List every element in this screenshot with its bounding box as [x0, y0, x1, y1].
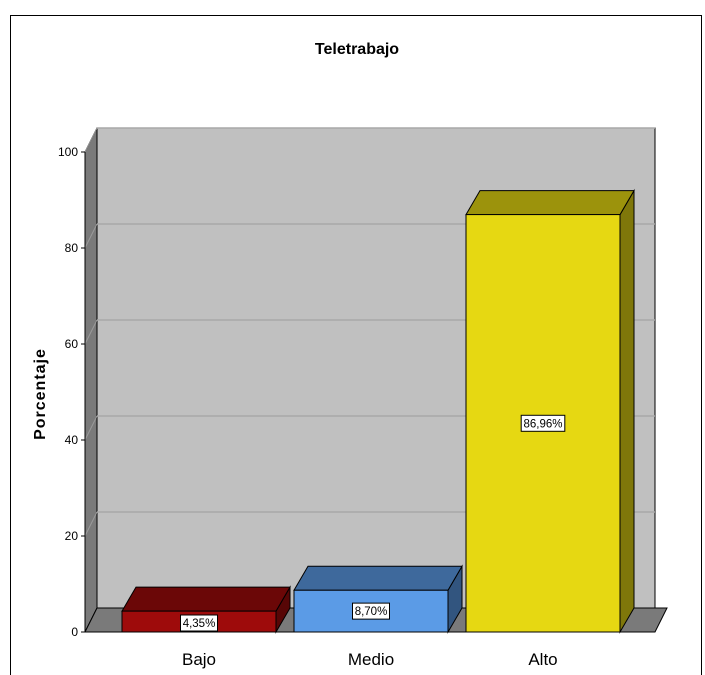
y-tick-label: 100 — [58, 145, 78, 159]
gridline-side — [84, 127, 98, 153]
gridline-side — [84, 511, 98, 537]
category-label-medio: Medio — [348, 650, 394, 669]
y-tick-label: 80 — [65, 241, 79, 255]
x-axis-categories: Bajo Medio Alto — [182, 650, 558, 669]
bar-medio: 8,70% — [293, 564, 463, 634]
data-label-box — [180, 614, 218, 632]
gridline-side — [84, 415, 98, 441]
category-label-bajo: Bajo — [182, 650, 216, 669]
gridline-side — [84, 223, 98, 249]
bar-top — [293, 565, 463, 591]
y-tick-label: 40 — [65, 433, 79, 447]
bar-alto: 86,96% — [465, 188, 635, 634]
data-label-box — [520, 414, 566, 432]
gridline-side — [84, 319, 98, 345]
chart-title: Teletrabajo — [315, 41, 399, 58]
y-axis-ticks: 0 20 40 60 80 100 — [58, 145, 86, 639]
y-tick-label: 60 — [65, 337, 79, 351]
data-label: 86,96% — [523, 418, 562, 430]
y-tick-label: 20 — [65, 529, 79, 543]
data-label-box — [352, 602, 390, 620]
left-wall — [84, 127, 98, 633]
bar-top — [465, 190, 635, 216]
data-label: 8,70% — [355, 606, 388, 618]
bar-bajo: 4,35% — [121, 585, 291, 634]
y-axis-label: Porcentaje — [32, 348, 49, 440]
category-label-alto: Alto — [528, 650, 557, 669]
bars: 4,35% 8,70% 86,96% — [121, 188, 635, 634]
bar-top — [121, 586, 291, 612]
chart-frame — [10, 15, 702, 675]
bar-side — [619, 188, 635, 634]
data-label: 4,35% — [183, 618, 216, 630]
y-tick-label: 0 — [71, 625, 78, 639]
